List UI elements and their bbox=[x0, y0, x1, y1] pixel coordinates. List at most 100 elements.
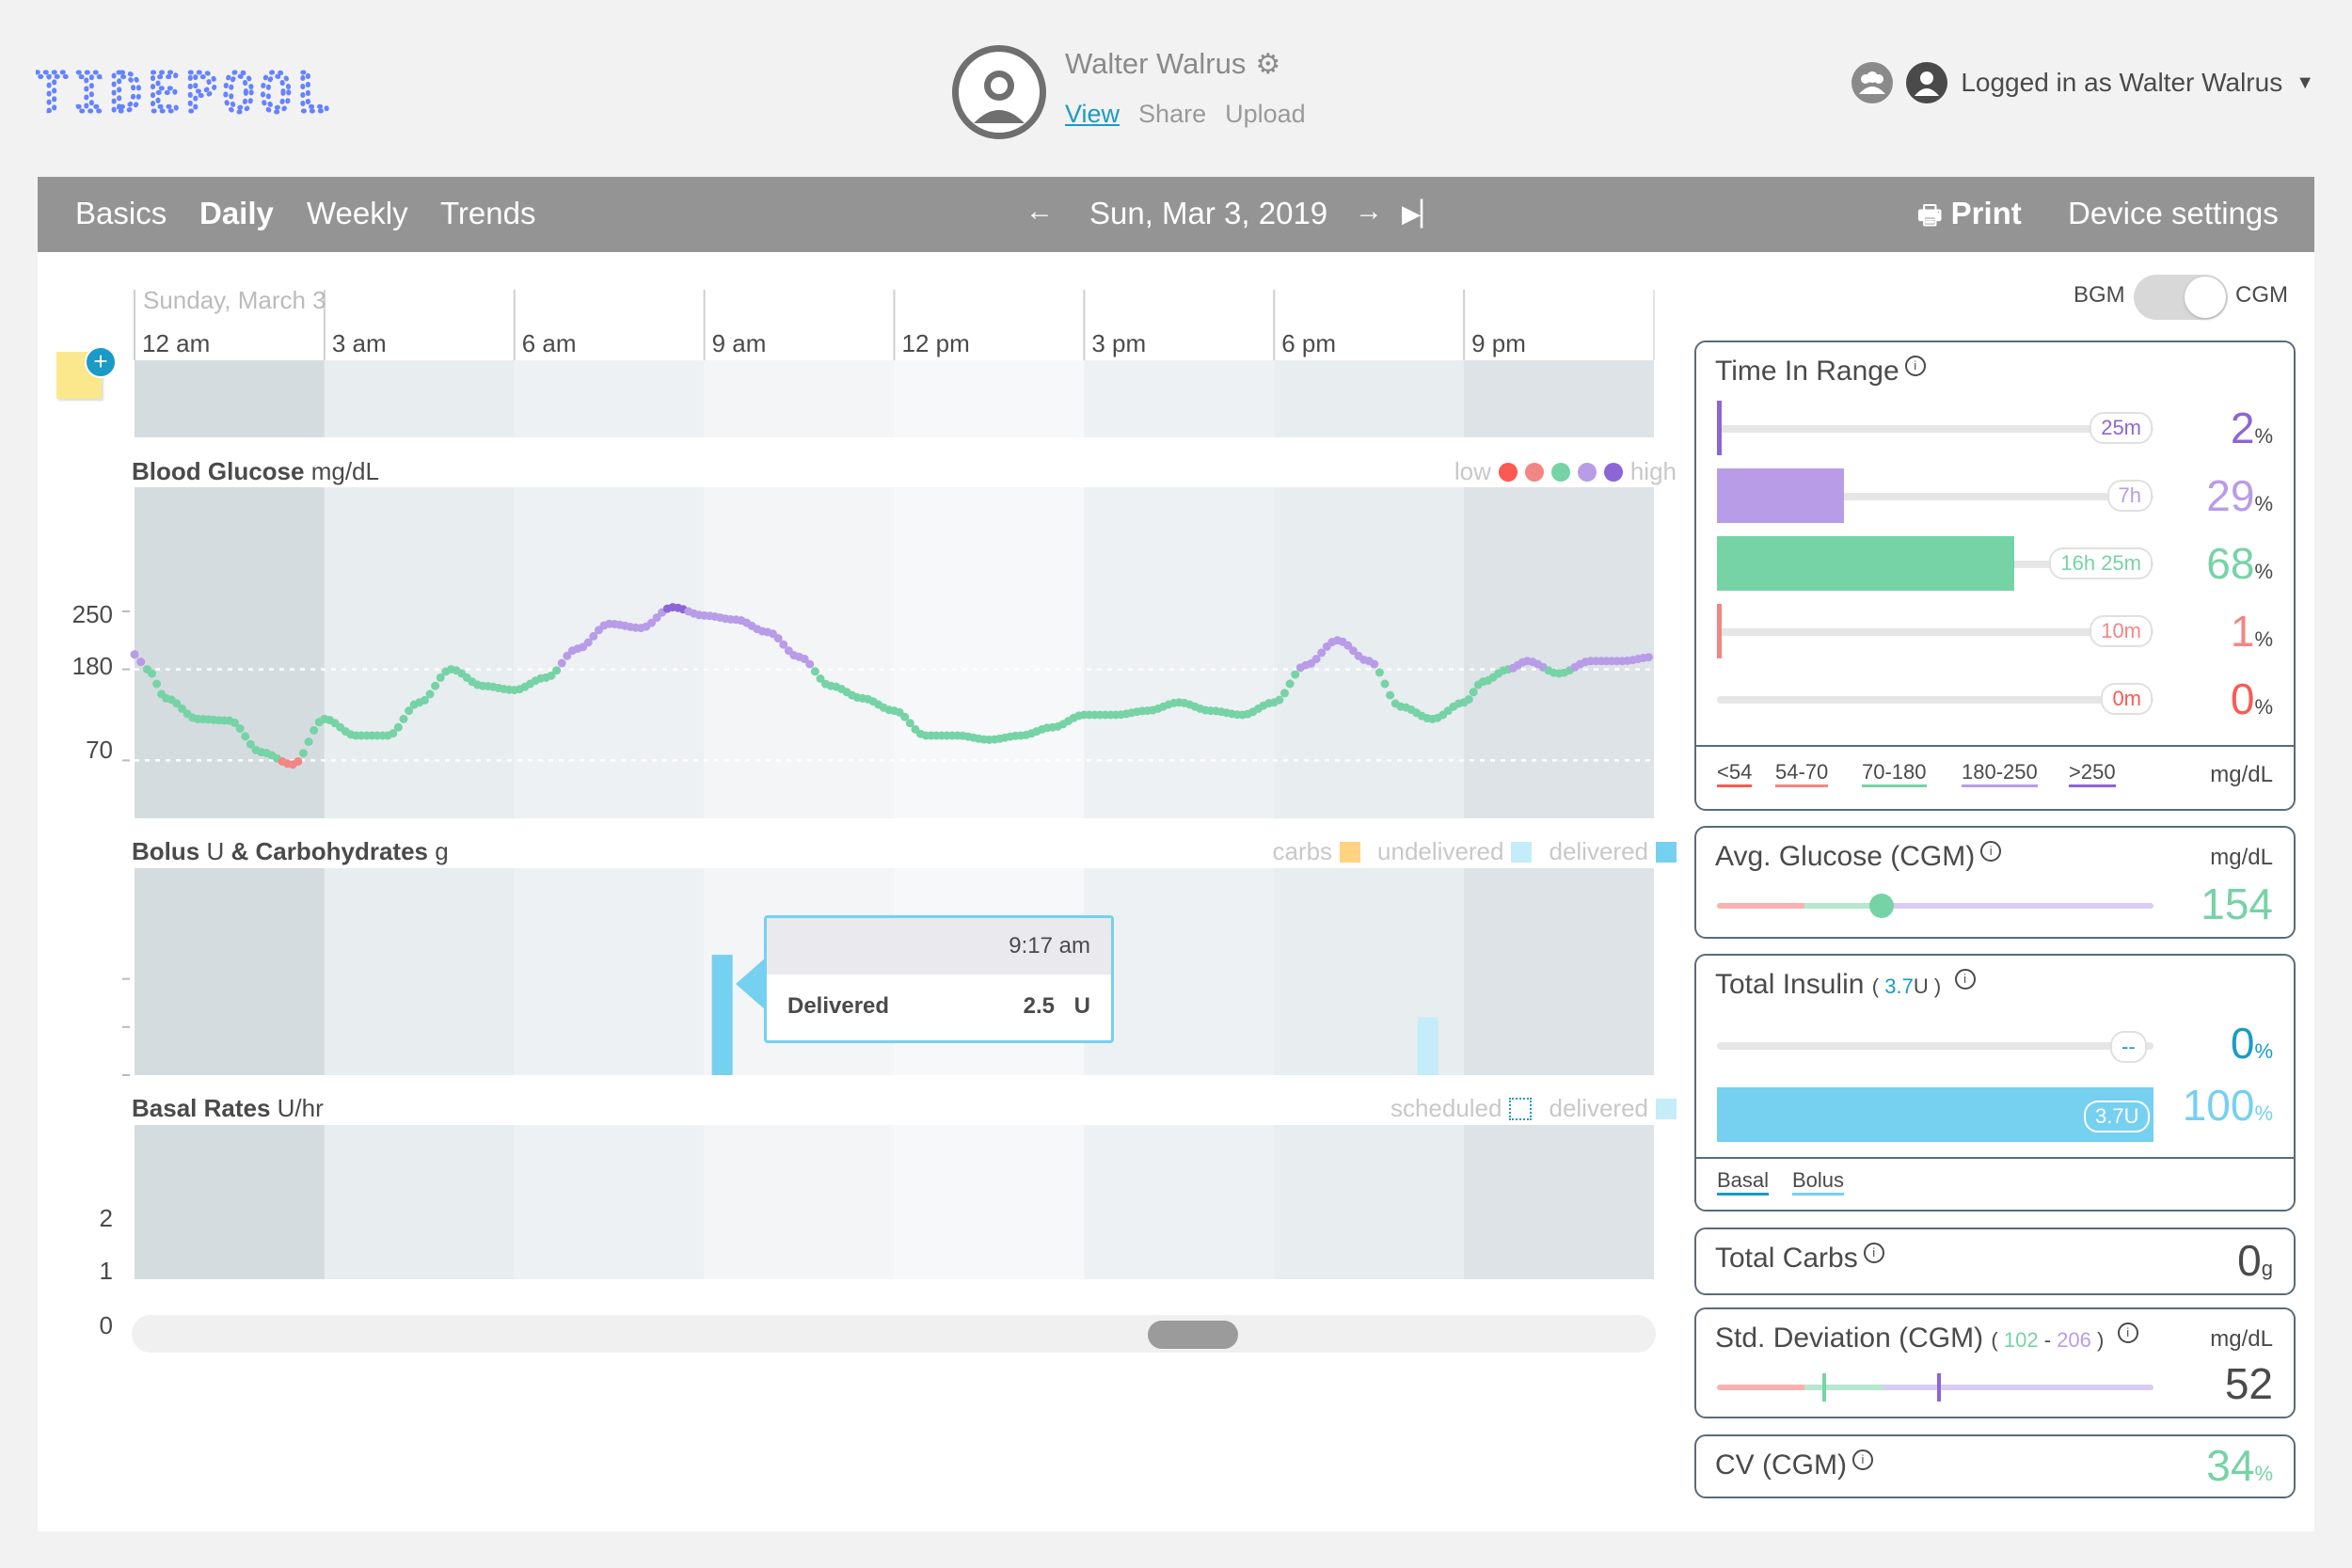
total-insulin-amount-unit: U bbox=[1913, 974, 1929, 998]
hour-label: 6 am bbox=[522, 329, 577, 357]
arrow-right-icon[interactable]: → bbox=[1355, 196, 1383, 227]
cgm-point bbox=[589, 631, 598, 641]
logo-text: TIDEPOOL bbox=[36, 66, 335, 122]
hour-label: 12 am bbox=[142, 329, 210, 357]
hour-label: 6 pm bbox=[1281, 329, 1336, 357]
tir-bar bbox=[1717, 604, 1722, 658]
cgm-point bbox=[1380, 679, 1390, 689]
care-team-icon[interactable] bbox=[1851, 62, 1894, 103]
info-icon[interactable]: i bbox=[1863, 1243, 1884, 1263]
avg-glucose-title-text: Avg. Glucose (CGM) bbox=[1715, 841, 1976, 872]
tir-title-text: Time In Range bbox=[1715, 356, 1899, 387]
info-icon[interactable]: i bbox=[1851, 1449, 1873, 1470]
upload-link[interactable]: Upload bbox=[1225, 100, 1306, 128]
total-carbs-card[interactable]: Total Carbs i 0g bbox=[1694, 1227, 2296, 1295]
chevron-down-icon[interactable]: ▼ bbox=[2296, 71, 2314, 93]
most-recent-icon[interactable]: ▶▏ bbox=[1402, 199, 1439, 228]
cgm-point bbox=[652, 613, 661, 623]
total-insulin-title-text: Total Insulin bbox=[1715, 969, 1865, 1000]
cgm-point bbox=[779, 640, 788, 649]
tir-duration-pill: 10m bbox=[2090, 615, 2153, 647]
tidepool-logo[interactable]: TIDEPOOL bbox=[36, 66, 431, 122]
cgm-point bbox=[152, 679, 162, 689]
tir-percent: 0% bbox=[2231, 673, 2273, 724]
cgm-point bbox=[425, 689, 435, 699]
add-note-button[interactable]: + bbox=[56, 346, 117, 401]
std-dev-high-marker bbox=[1937, 1373, 1941, 1402]
bolus-unit: U bbox=[206, 837, 225, 865]
basal-row-band bbox=[1084, 1125, 1275, 1279]
scheduled-swatch bbox=[1509, 1097, 1533, 1120]
cv-value: 34% bbox=[2206, 1440, 2273, 1491]
cgm-point bbox=[1644, 653, 1653, 662]
scheduled-legend: scheduled bbox=[1390, 1094, 1502, 1122]
bgm-label[interactable]: BGM bbox=[2074, 282, 2125, 308]
basal-delivered-legend: delivered bbox=[1549, 1094, 1648, 1122]
login-text: Logged in as Walter Walrus bbox=[1961, 68, 2283, 97]
bg-row-band bbox=[1464, 487, 1654, 818]
tab-daily[interactable]: Daily bbox=[199, 196, 274, 230]
info-icon[interactable]: i bbox=[2117, 1323, 2138, 1343]
print-button[interactable]: 🖶 Print bbox=[1917, 196, 2022, 241]
std-dev-unit: mg/dL bbox=[2210, 1326, 2273, 1352]
bg-ytick-70: 70 bbox=[86, 736, 113, 764]
cgm-point bbox=[246, 739, 255, 749]
cgm-point bbox=[1464, 695, 1473, 705]
chart-scroll-thumb[interactable] bbox=[1148, 1321, 1238, 1349]
chart-scroll-track[interactable] bbox=[132, 1315, 1656, 1353]
tab-weekly[interactable]: Weekly bbox=[307, 196, 408, 230]
cv-card[interactable]: CV (CGM) i 34% bbox=[1694, 1434, 2296, 1498]
tab-basics[interactable]: Basics bbox=[75, 196, 167, 230]
cgm-point bbox=[1469, 688, 1478, 697]
total-insulin-card[interactable]: Total Insulin ( 3.7U ) i -- 0% 3.7U 100%… bbox=[1694, 954, 2296, 1212]
tooltip-value: 2.5 U bbox=[1024, 993, 1090, 1020]
gear-icon[interactable]: ⚙ bbox=[1255, 48, 1281, 80]
cgm-point bbox=[1343, 641, 1353, 650]
device-settings-button[interactable]: Device settings bbox=[2068, 196, 2279, 230]
cgm-point bbox=[405, 706, 414, 716]
view-link[interactable]: View bbox=[1065, 100, 1120, 128]
daily-view: 12 am 3 am 6 am 9 am 12 pm 3 pm 6 pm 9 pm + Sun… bbox=[38, 252, 2314, 1531]
tir-percent-sign: % bbox=[2254, 424, 2273, 448]
cgm-point bbox=[172, 699, 182, 708]
tir-percent-sign: % bbox=[2254, 695, 2273, 719]
patient-links: View Share Upload bbox=[1065, 100, 1306, 129]
bolus-amp: & bbox=[230, 837, 249, 865]
info-icon[interactable]: i bbox=[1904, 356, 1926, 376]
account-menu[interactable]: Logged in as Walter Walrus ▼ bbox=[1851, 62, 2314, 103]
cgm-point bbox=[547, 671, 556, 680]
cgm-point bbox=[1279, 689, 1289, 698]
info-icon[interactable]: i bbox=[1954, 969, 1976, 990]
bgm-cgm-toggle[interactable] bbox=[2134, 275, 2228, 320]
cgm-point bbox=[230, 718, 240, 727]
basal-pill: -- bbox=[2110, 1031, 2147, 1063]
notes-row-band bbox=[894, 360, 1085, 437]
undelivered-swatch bbox=[1511, 841, 1533, 863]
carbs-title-text: Carbohydrates bbox=[255, 837, 429, 865]
std-dev-card[interactable]: Std. Deviation (CGM) ( 102 - 206 ) i mg/… bbox=[1694, 1307, 2296, 1418]
std-dev-scale bbox=[1717, 1385, 2153, 1390]
bolus-row-band bbox=[1464, 868, 1654, 1075]
bolus-row-band bbox=[1084, 868, 1275, 1075]
std-dev-low-marker bbox=[1822, 1373, 1826, 1402]
tir-percent-value: 1 bbox=[2230, 607, 2255, 656]
patient-name-row: Walter Walrus ⚙ bbox=[1065, 47, 1280, 81]
notes-row-band bbox=[135, 360, 325, 437]
info-icon[interactable]: i bbox=[1980, 841, 2002, 862]
arrow-left-icon[interactable]: ← bbox=[1025, 196, 1054, 227]
basal-delivered-swatch bbox=[1656, 1098, 1677, 1119]
avg-glucose-marker bbox=[1869, 894, 1894, 918]
tooltip-pointer bbox=[736, 958, 766, 1010]
time-in-range-card[interactable]: Time In Range i 25m 2% 7h 29% 16h 25m 68% 10m 1%… bbox=[1694, 341, 2296, 811]
share-link[interactable]: Share bbox=[1138, 100, 1207, 128]
tir-percent: 1% bbox=[2231, 606, 2273, 657]
low-dot bbox=[1524, 462, 1544, 482]
avg-glucose-card[interactable]: Avg. Glucose (CGM) i mg/dL 154 bbox=[1694, 826, 2296, 939]
bolus-row-band bbox=[324, 868, 515, 1075]
bolus-legend: carbs undelivered delivered bbox=[1272, 837, 1677, 866]
cgm-point bbox=[1291, 670, 1300, 679]
notes-row-band bbox=[704, 360, 895, 437]
tab-trends[interactable]: Trends bbox=[440, 196, 536, 230]
cgm-point bbox=[177, 704, 186, 713]
cgm-label[interactable]: CGM bbox=[2235, 282, 2288, 308]
